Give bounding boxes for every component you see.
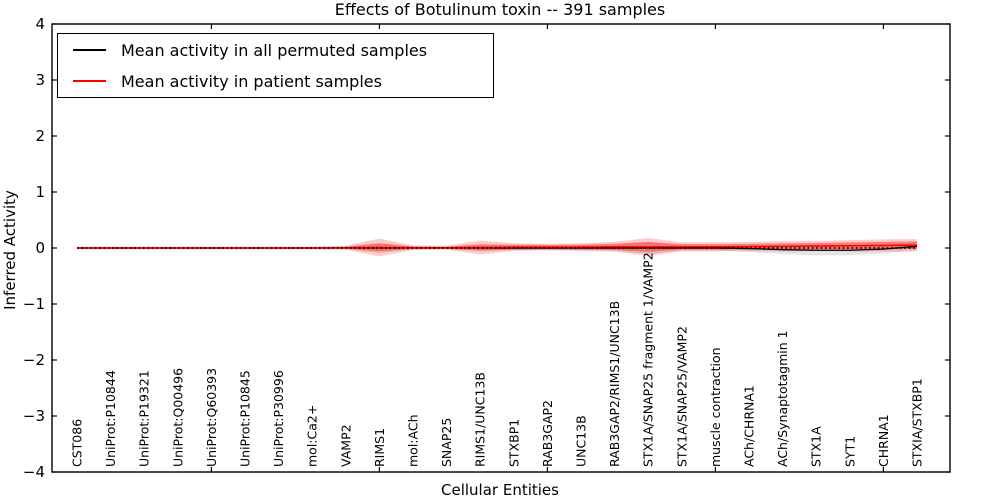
x-category-label: CST086 [70,419,85,467]
chart-title: Effects of Botulinum toxin -- 391 sample… [334,0,666,19]
y-tick-label: 4 [35,15,45,33]
x-category-label: UniProt:P19321 [137,370,152,467]
x-category-label: UniProt:P30996 [271,370,286,467]
legend-label-patient: Mean activity in patient samples [121,71,382,91]
x-category-label: mol:Ca2+ [305,405,320,467]
x-category-label: RIMS1 [372,428,387,467]
y-tick-label: −4 [23,463,45,481]
x-category-label: ACh/Synaptotagmin 1 [775,330,790,467]
x-category-label: SYT1 [842,436,857,467]
x-category-label: UniProt:P10845 [238,370,253,467]
legend-item-patient: Mean activity in patient samples [58,66,493,96]
x-category-label: ACh/CHRNA1 [742,385,757,467]
x-category-label: mol:ACh [406,415,421,468]
x-category-label: STX1A/SNAP25 fragment 1/VAMP2 [641,252,656,467]
legend-line-sample-permuted [73,49,106,51]
x-category-label: UniProt:Q00496 [170,368,185,467]
y-axis-label: Inferred Activity [1,190,19,310]
x-category-label: CHRNA1 [876,414,891,467]
y-tick-label: −2 [23,351,45,369]
y-tick-label: 3 [35,71,45,89]
x-category-label: RAB3GAP2 [540,400,555,467]
x-category-label: RAB3GAP2/RIMS1/UNC13B [607,301,622,467]
x-category-label: STXIA/STXBP1 [910,378,925,467]
legend-label-permuted: Mean activity in all permuted samples [121,40,428,60]
x-category-label: STXBP1 [506,419,521,467]
y-tick-label: −1 [23,295,45,313]
y-tick-label: 1 [35,183,45,201]
x-category-label: muscle contraction [708,347,723,467]
x-axis-label: Cellular Entities [441,481,559,499]
legend-line-sample-patient [73,80,106,82]
x-category-label: STX1A/SNAP25/VAMP2 [674,326,689,467]
y-tick-label: 0 [35,239,45,257]
x-category-label: UniProt:Q60393 [204,368,219,467]
x-category-label: UniProt:P10844 [103,370,118,467]
x-category-label: RIMS1/UNC13B [473,372,488,467]
y-tick-label: 2 [35,127,45,145]
y-tick-label: −3 [23,407,45,425]
x-category-label: SNAP25 [439,418,454,467]
series-line-patient [77,244,918,249]
legend-item-permuted: Mean activity in all permuted samples [58,35,493,65]
x-category-label: UNC13B [574,415,589,467]
legend: Mean activity in all permuted samples Me… [57,33,494,98]
x-category-label: STX1A [809,426,824,467]
x-category-label: VAMP2 [338,424,353,467]
